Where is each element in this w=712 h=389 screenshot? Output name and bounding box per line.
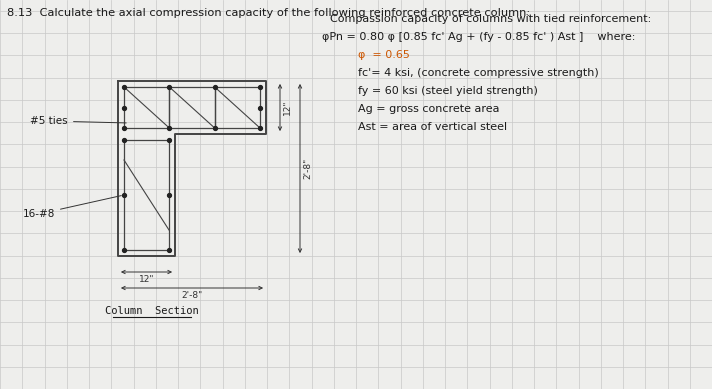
Text: 16-#8: 16-#8 — [23, 196, 121, 219]
Text: 12": 12" — [283, 100, 292, 115]
Text: Column  Section: Column Section — [105, 306, 199, 316]
Text: Compassion capacity of columns with tied reinforcement:: Compassion capacity of columns with tied… — [330, 14, 651, 24]
Text: 2'-8": 2'-8" — [182, 291, 203, 300]
Text: fc'= 4 ksi, (concrete compressive strength): fc'= 4 ksi, (concrete compressive streng… — [358, 68, 599, 78]
Bar — [124, 87, 169, 128]
Bar — [169, 87, 214, 128]
Text: Ag = gross concrete area: Ag = gross concrete area — [358, 104, 500, 114]
Text: 12": 12" — [139, 275, 155, 284]
Text: φPn = 0.80 φ [0.85 fc' Ag + (fy - 0.85 fc' ) Ast ]    where:: φPn = 0.80 φ [0.85 fc' Ag + (fy - 0.85 f… — [322, 32, 635, 42]
Text: fy = 60 ksi (steel yield strength): fy = 60 ksi (steel yield strength) — [358, 86, 538, 96]
Text: Ast = area of vertical steel: Ast = area of vertical steel — [358, 122, 507, 132]
Text: 8.13  Calculate the axial compression capacity of the following reinforced concr: 8.13 Calculate the axial compression cap… — [7, 8, 530, 18]
Text: φ  = 0.65: φ = 0.65 — [358, 50, 410, 60]
Text: #5 ties: #5 ties — [31, 116, 126, 126]
Bar — [214, 87, 260, 128]
Text: 2'-8": 2'-8" — [303, 158, 312, 179]
Bar — [124, 140, 169, 250]
